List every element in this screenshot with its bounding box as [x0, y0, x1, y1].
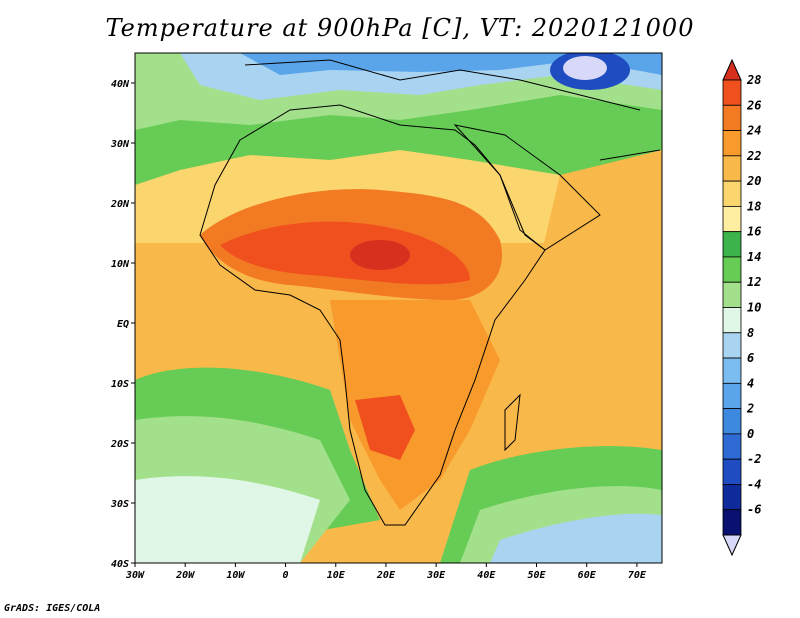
colorbar-swatch	[722, 205, 742, 233]
colorbar-label: 2	[746, 402, 754, 416]
lat-tick-label: 30N	[110, 139, 130, 150]
lon-tick-label: 0	[283, 570, 289, 581]
lat-tick-label: 10N	[111, 259, 130, 270]
colorbar-swatch	[722, 231, 742, 258]
lon-tick-label: 20W	[175, 570, 195, 581]
colorbar-label: 16	[747, 225, 761, 239]
field-south-indian-lightblue	[490, 513, 662, 563]
colorbar-label: 0	[747, 427, 754, 441]
lat-tick-label: 20N	[110, 199, 130, 210]
colorbar-swatch	[722, 307, 742, 334]
colorbar-label: 26	[746, 98, 761, 112]
colorbar-swatch	[722, 484, 742, 511]
colorbar-swatch	[722, 357, 742, 384]
lat-tick-label: EQ	[117, 319, 129, 330]
lat-axis: 40N 30N 20N 10N EQ 10S 20S 30S 40S	[110, 79, 135, 570]
colorbar-label: 24	[746, 124, 761, 138]
colorbar-label: 22	[746, 149, 761, 163]
lat-tick-label: 10S	[111, 379, 129, 390]
colorbar-swatch	[722, 433, 742, 460]
lon-tick-label: 20E	[376, 570, 396, 581]
field-north-blue	[240, 53, 662, 75]
colorbar-swatch	[722, 104, 742, 131]
colorbar-label: 28	[746, 73, 761, 87]
colorbar-swatch	[722, 332, 742, 359]
lon-tick-label: 30W	[125, 570, 145, 581]
colorbar-swatch	[722, 130, 742, 157]
colorbar-label: -4	[747, 477, 761, 491]
lon-tick-label: 30E	[426, 570, 446, 581]
lat-tick-label: 40N	[111, 79, 130, 90]
arabia-outline	[453, 124, 601, 251]
lat-tick-label: 30S	[110, 499, 129, 510]
africa-outline	[199, 104, 546, 526]
lon-tick-label: 40E	[477, 570, 496, 581]
lat-tick-label: 20S	[110, 439, 129, 450]
colorbar-bottom-arrow	[722, 534, 742, 557]
colorbar-label: 4	[747, 376, 754, 390]
map-title: Temperature at 900hPa [C], VT: 202012100…	[105, 14, 695, 42]
colorbar-label: 18	[747, 199, 761, 213]
field-central-warm	[330, 300, 500, 510]
temperature-field	[135, 53, 662, 563]
colorbar-swatch	[722, 256, 742, 283]
lon-tick-label: 10W	[226, 570, 245, 581]
colorbar-label: 14	[747, 250, 761, 264]
colorbar-swatch	[722, 408, 742, 435]
colorbar-label: 8	[747, 326, 754, 340]
lat-tick-label: 40S	[111, 559, 129, 570]
field-cold-center	[563, 56, 607, 80]
europe-coast	[244, 59, 641, 111]
colorbar-label: -6	[747, 503, 761, 517]
field-indian-warm	[540, 150, 662, 330]
field-kalahari-hot	[355, 395, 415, 460]
colorbar-swatch	[722, 155, 742, 182]
colorbar-swatch	[722, 382, 742, 410]
colorbar-label: 20	[746, 174, 761, 188]
map-frame	[134, 52, 663, 564]
colorbar-swatch	[722, 180, 742, 207]
colorbar-label: -2	[747, 452, 761, 466]
field-south-atlantic-pale	[135, 476, 320, 563]
lon-tick-label: 10E	[327, 570, 346, 581]
colorbar-label: 10	[747, 301, 761, 315]
field-sahel-peak	[350, 240, 410, 270]
lon-tick-label: 70E	[628, 570, 647, 581]
grads-credit: GrADS: IGES/COLA	[4, 603, 101, 614]
asia-coast	[599, 149, 661, 161]
field-sahel-hotter	[220, 221, 470, 285]
colorbar-swatch	[722, 458, 742, 485]
colorbar-swatch	[722, 79, 742, 106]
colorbar-label: 12	[747, 275, 761, 289]
lon-axis: 30W 20W 10W 0 10E 20E 30E 40E 50E 60E 70E	[125, 563, 647, 581]
colorbar-top-arrow	[722, 58, 742, 81]
madagascar-outline	[504, 393, 521, 452]
colorbar-swatch	[722, 281, 742, 308]
lon-tick-label: 50E	[527, 570, 546, 581]
colorbar-label: 6	[747, 351, 754, 365]
colorbar-swatch	[722, 509, 742, 536]
lon-tick-label: 60E	[578, 570, 597, 581]
